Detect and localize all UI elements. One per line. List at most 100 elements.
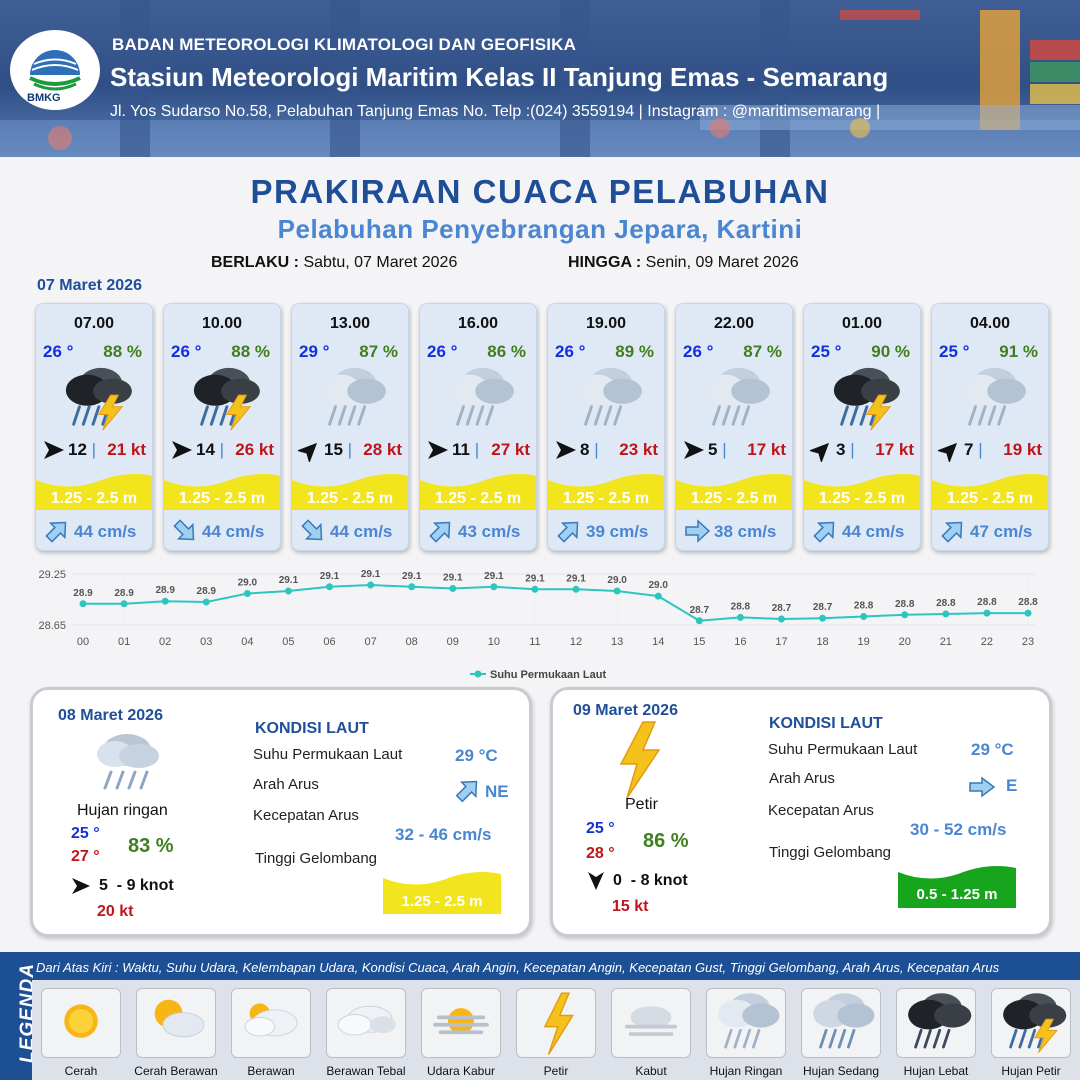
card-temperature: 29 °: [299, 342, 330, 361]
day3-sst: 29 °C: [971, 740, 1014, 759]
card-wave-height: 1.25 - 2.5 m: [50, 490, 138, 507]
chart-data-label: 29.1: [525, 573, 545, 584]
card-current-speed: 47 cm/s: [970, 522, 1033, 541]
card-wind-speed: 5 |: [708, 440, 727, 459]
hujan-lebat-icon: [896, 988, 976, 1058]
sea-surface-temperature-chart: 29.25 28.65 28.9 00 28.9 01 28.9 02 28.9 03 29.0 04…: [38, 569, 1038, 681]
chart-xtick-label: 10: [488, 636, 500, 648]
card-time: 10.00: [201, 315, 243, 332]
chart-data-label: 28.8: [936, 598, 956, 609]
card-temperature: 26 °: [171, 342, 202, 361]
day2-wave-shape: [383, 872, 501, 914]
chart-xtick-label: 01: [118, 636, 130, 648]
udara-kabur-icon: [421, 988, 501, 1058]
day3-current-dir: E: [1006, 776, 1018, 795]
cerah-berawan-icon: [136, 988, 216, 1058]
hujan-petir-icon: [821, 364, 905, 432]
chart-point: [654, 592, 662, 600]
card-gust: 23 kt: [619, 440, 658, 459]
hujan-ringan-icon: [565, 364, 649, 432]
day3-gust: 15 kt: [612, 898, 649, 915]
card-time: 01.00: [841, 315, 883, 332]
day3-wave-label: Tinggi Gelombang: [769, 844, 892, 861]
chart-data-label: 29.0: [648, 580, 668, 591]
card-temperature: 26 °: [427, 342, 458, 361]
validity-from-value: Sabtu, 07 Maret 2026: [303, 254, 458, 271]
card-current-speed: 44 cm/s: [202, 522, 265, 541]
card-wind-value: 3: [836, 440, 846, 459]
chart-series-line: [83, 584, 1028, 622]
day3-current-speed: 30 - 52 cm/s: [910, 820, 1007, 839]
forecast-card: 04.00 25 ° 91 % 7 | 19 kt 1.25 - 2.5 m 4…: [931, 303, 1049, 551]
day2-condition: Hujan ringan: [77, 802, 168, 819]
chart-ytick-label: 28.65: [38, 620, 66, 632]
chart-point: [79, 600, 87, 608]
chart-point: [284, 587, 292, 595]
chart-point: [901, 611, 909, 619]
chart-data-label: 28.9: [155, 585, 175, 596]
chart-data-label: 28.8: [731, 601, 751, 612]
organization-name: BADAN METEOROLOGI KLIMATOLOGI DAN GEOFIS…: [112, 35, 577, 54]
hujan-petir-icon: [53, 364, 137, 432]
hujan-ringan-icon: [693, 364, 777, 432]
bmkg-logo: [10, 30, 100, 110]
card-humidity: 90 %: [871, 342, 910, 361]
validity-from-label: BERLAKU :: [211, 254, 299, 271]
station-address: Jl. Yos Sudarso No.58, Pelabuhan Tanjung…: [110, 103, 881, 120]
day2-current-speed: 32 - 46 cm/s: [395, 825, 492, 844]
chart-xtick-label: 14: [652, 636, 664, 648]
card-wave-height: 1.25 - 2.5 m: [306, 490, 394, 507]
day3-temp-max: 28 °: [586, 845, 615, 862]
legend-description: Dari Atas Kiri : Waktu, Suhu Udara, Kele…: [36, 960, 1000, 975]
day2-current-speed-label: Kecepatan Arus: [253, 807, 359, 824]
validity-from: BERLAKU : Sabtu, 07 Maret 2026: [211, 254, 457, 272]
hujan-ringan-icon: [97, 734, 159, 790]
forecast-card: 07.00 26 ° 88 % 12 | 21 kt 1.25 - 2.5 m …: [35, 303, 153, 551]
validity-to: HINGGA : Senin, 09 Maret 2026: [568, 254, 799, 272]
chart-point: [408, 583, 416, 591]
forecast-card: 19.00 26 ° 89 % 8 | 23 kt 1.25 - 2.5 m 3…: [547, 303, 665, 551]
berawan-icon: [231, 988, 311, 1058]
forecast-card: 13.00 29 ° 87 % 15 | 28 kt 1.25 - 2.5 m …: [291, 303, 409, 551]
legend-item-label: Petir: [543, 1064, 569, 1078]
current-northeast-arrow-icon: [555, 518, 583, 544]
card-wave-shape: [164, 474, 280, 510]
chart-legend-marker: [474, 670, 482, 678]
cerah-icon: [41, 988, 121, 1058]
chart-ytick-label: 29.25: [38, 569, 66, 581]
card-wind-speed: 7 |: [964, 440, 983, 459]
port-illustration: [0, 0, 1080, 157]
chart-point: [326, 583, 334, 591]
chart-data-label: 29.1: [443, 572, 463, 583]
header-banner: BMKG BADAN METEOROLOGI KLIMATOLOGI DAN G…: [0, 0, 1080, 157]
chart-data-label: 29.1: [361, 569, 381, 580]
chart-data-label: 29.1: [402, 571, 422, 582]
legend-item-label: Berawan Tebal: [326, 1064, 406, 1078]
page-subtitle: Pelabuhan Penyebrangan Jepara, Kartini: [277, 214, 803, 244]
station-name: Stasiun Meteorologi Maritim Kelas II Tan…: [110, 62, 889, 92]
legend-item-label: Hujan Lebat: [903, 1064, 969, 1078]
wind-northeast-arrow-icon: [808, 438, 834, 464]
card-gust: 28 kt: [363, 440, 402, 459]
chart-data-label: 28.9: [197, 586, 217, 597]
card-temperature: 25 °: [939, 342, 970, 361]
card-humidity: 86 %: [487, 342, 526, 361]
chart-point: [120, 600, 128, 608]
day3-kondisi-title: KONDISI LAUT: [769, 715, 883, 732]
chart-data-label: 29.1: [279, 575, 299, 586]
wind-east-arrow-icon: [426, 438, 450, 462]
legend-item-label: Kabut: [635, 1064, 667, 1078]
current-northeast-arrow-icon: [939, 518, 967, 544]
forecast-card: 16.00 26 ° 86 % 11 | 27 kt 1.25 - 2.5 m …: [419, 303, 537, 551]
day2-gust: 20 kt: [97, 903, 134, 920]
card-gust: 27 kt: [491, 440, 530, 459]
card-wave-height: 1.25 - 2.5 m: [946, 490, 1034, 507]
card-wind-speed: 11 |: [452, 440, 480, 459]
berawan-tebal-icon: [326, 988, 406, 1058]
chart-data-label: 28.7: [813, 602, 833, 613]
card-wind-value: 8: [580, 440, 590, 459]
card-wave-shape: [36, 474, 152, 510]
chart-point: [983, 609, 991, 617]
chart-data-label: 29.0: [607, 575, 627, 586]
hujan-ringan-icon: [309, 364, 393, 432]
